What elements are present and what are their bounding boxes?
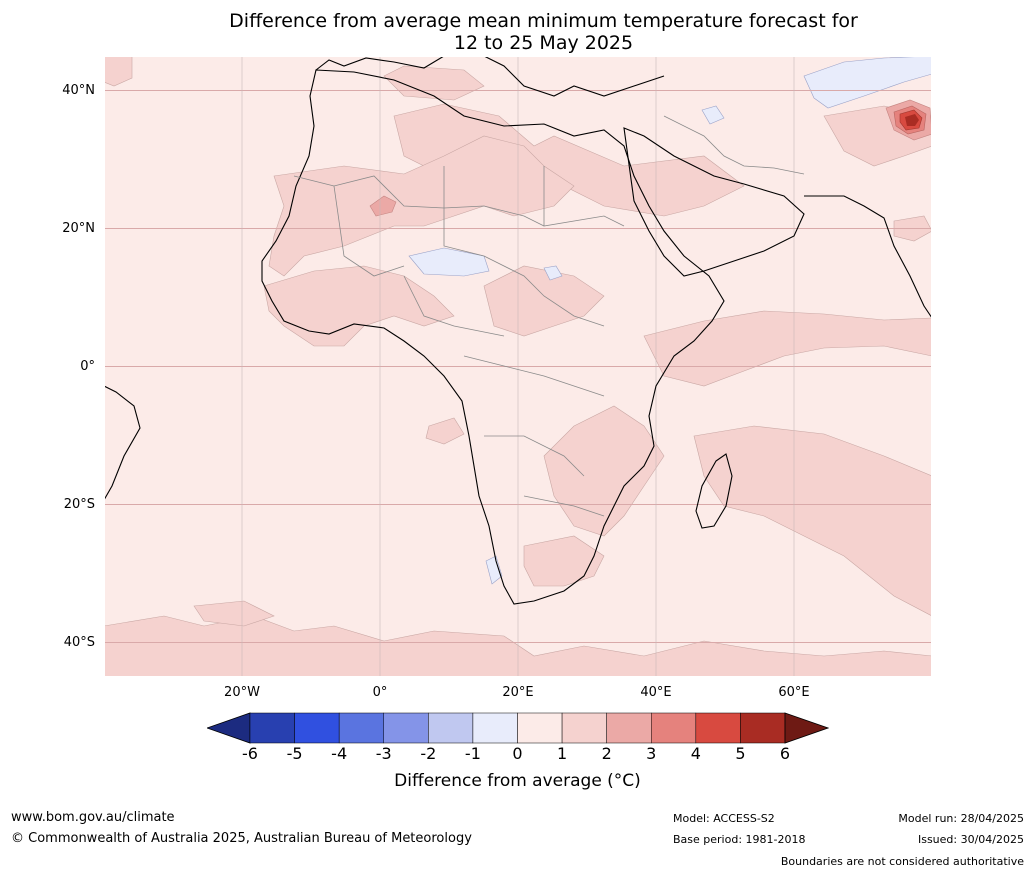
- country-borders: [293, 115, 805, 517]
- colorbar-swatch: [740, 712, 786, 744]
- colorbar-swatch: [606, 712, 652, 744]
- colorbar-tick-label: 5: [735, 744, 746, 763]
- base-period-text: Base period: 1981-2018: [673, 833, 806, 846]
- longitude-label: 20°E: [502, 685, 534, 700]
- anomaly-map: [104, 56, 932, 677]
- colorbar-tick-label: -1: [464, 744, 481, 763]
- colorbar-swatch: [338, 712, 385, 744]
- coastlines: [104, 56, 932, 605]
- title-line-2: 12 to 25 May 2025: [453, 32, 634, 54]
- colorbar-tick-label: 6: [779, 744, 791, 763]
- longitude-label: 20°W: [224, 685, 260, 700]
- colorbar-tick-label: 0: [512, 744, 523, 763]
- colorbar-swatch: [517, 712, 563, 744]
- colorbar-swatch: [294, 712, 340, 744]
- colorbar-swatch: [561, 712, 607, 744]
- colorbar-swatch: [249, 712, 295, 744]
- chart-title: Difference from average mean minimum tem…: [0, 10, 1035, 54]
- latitude-label: 40°N: [62, 82, 95, 98]
- colorbar: [205, 712, 830, 748]
- latitude-label: 20°N: [62, 220, 95, 236]
- anomaly-1-2-regions: [104, 56, 932, 677]
- colorbar-min-extend: [205, 712, 251, 744]
- latitude-label: 20°S: [63, 496, 95, 512]
- colorbar-tick-label: -2: [420, 744, 437, 763]
- copyright-text: © Commonwealth of Australia 2025, Austra…: [11, 831, 472, 846]
- colorbar-tick-label: 2: [601, 744, 612, 763]
- title-line-1: Difference from average mean minimum tem…: [229, 10, 858, 32]
- latitude-label: 0°: [80, 358, 95, 374]
- colorbar-max-extend: [784, 712, 830, 744]
- longitude-label: 40°E: [640, 685, 672, 700]
- colorbar-tick-label: -4: [331, 744, 348, 763]
- colorbar-swatch: [651, 712, 697, 744]
- model-run-text: Model run: 28/04/2025: [898, 812, 1024, 825]
- issued-text: Issued: 30/04/2025: [917, 833, 1024, 846]
- colorbar-tick-label: 4: [690, 744, 701, 763]
- longitude-label: 0°: [372, 685, 388, 700]
- anomaly-cool-regions: [408, 56, 932, 585]
- colorbar-tick-label: -6: [242, 744, 258, 763]
- map-panel: [104, 56, 932, 677]
- colorbar-tick-label: -5: [286, 744, 303, 763]
- colorbar-swatch: [428, 712, 474, 744]
- map-frame: [104, 56, 932, 677]
- colorbar-swatch: [383, 712, 429, 744]
- longitude-label: 60°E: [778, 685, 810, 700]
- colorbar-tick-label: 1: [556, 744, 568, 763]
- colorbar-swatch: [695, 712, 741, 744]
- colorbar-title: Difference from average (°C): [394, 771, 641, 791]
- website-link[interactable]: www.bom.gov.au/climate: [11, 810, 175, 825]
- disclaimer-text: Boundaries are not considered authoritat…: [780, 855, 1024, 868]
- graticule: [104, 56, 932, 677]
- colorbar-tick-label: -3: [375, 744, 392, 763]
- colorbar-scale: [205, 712, 830, 744]
- anomaly-5-6-region: [905, 114, 919, 126]
- model-text: Model: ACCESS-S2: [673, 812, 775, 825]
- latitude-label: 40°S: [63, 634, 95, 650]
- colorbar-tick-label: 3: [646, 744, 657, 763]
- colorbar-swatch: [472, 712, 518, 744]
